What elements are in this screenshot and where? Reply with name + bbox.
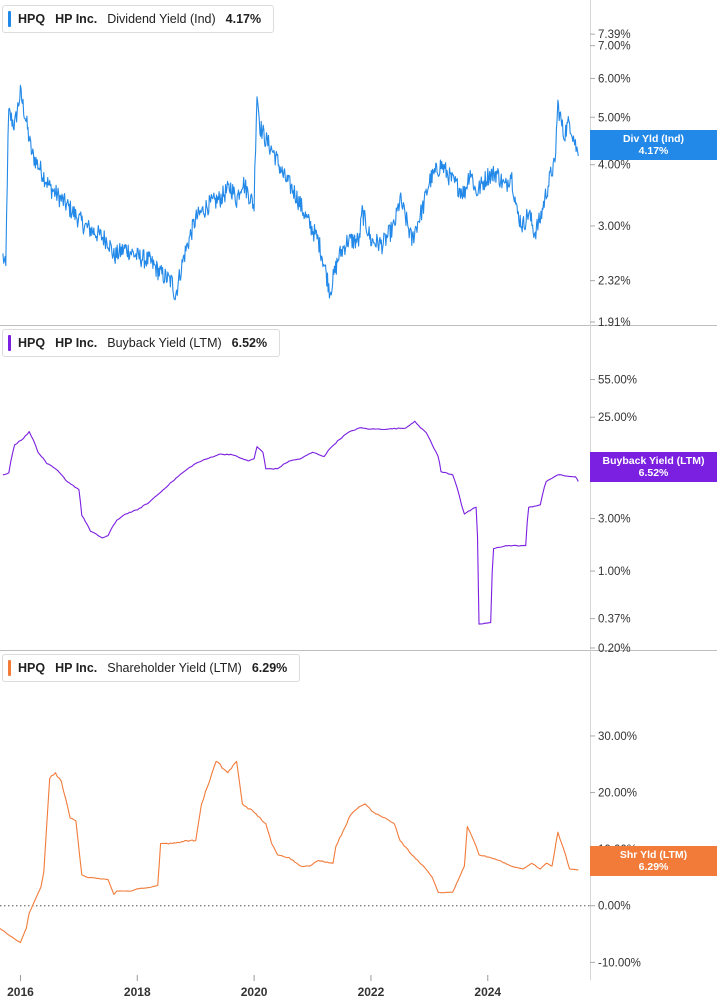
legend-shareholder[interactable]: HPQ HP Inc. Shareholder Yield (LTM) 6.29… [2,654,301,682]
legend-swatch-shareholder [8,660,11,676]
legend-ticker: HPQ [18,12,46,26]
series-line-buyback [2,420,579,625]
y-tick-label: 0.00% [598,901,631,913]
y-tick-label: 4.00% [598,160,631,172]
y-tick-label: 6.00% [598,73,631,85]
legend-ticker: HPQ [18,336,46,350]
y-tick-label: 55.00% [598,375,637,387]
y-tick-label: 0.37% [598,614,631,626]
y-tick-label: 20.00% [598,788,637,800]
x-tick-label: 2020 [241,985,268,999]
y-tick-label: 0.20% [598,643,631,655]
legend-value: 6.29% [251,661,288,675]
legend-metric: Buyback Yield (LTM) [107,336,222,350]
flag-value: 4.17% [638,145,669,157]
flag-label: Shr Yld (LTM) [619,849,688,861]
legend-company: HP Inc. [55,12,98,26]
current-value-flag-shareholder: Shr Yld (LTM) 6.29% [590,846,717,876]
legend-swatch-dividend [8,11,11,27]
legend-ticker: HPQ [18,661,46,675]
legend-value: 6.52% [231,336,268,350]
flag-label: Buyback Yield (LTM) [602,455,705,467]
y-tick-label: 1.91% [598,317,631,329]
current-value-flag-dividend: Div Yld (Ind) 4.17% [590,130,717,160]
legend-company: HP Inc. [55,661,98,675]
y-tick-label: 5.00% [598,112,631,124]
flag-label: Div Yld (Ind) [622,133,685,145]
legend-buyback[interactable]: HPQ HP Inc. Buyback Yield (LTM) 6.52% [2,329,281,357]
series-line-dividend [2,84,579,301]
x-tick-label: 2022 [358,985,385,999]
legend-swatch-buyback [8,335,11,351]
flag-value: 6.52% [638,467,669,479]
x-tick-label: 2018 [124,985,151,999]
flag-value: 6.29% [638,861,669,873]
legend-dividend[interactable]: HPQ HP Inc. Dividend Yield (Ind) 4.17% [2,5,275,33]
series-line-shareholder [0,760,579,944]
y-tick-label: 2.32% [598,276,631,288]
y-tick-label: 25.00% [598,412,637,424]
legend-value: 4.17% [225,12,262,26]
x-tick-label: 2016 [7,985,34,999]
legend-company: HP Inc. [55,336,98,350]
y-tick-label: 7.39% [598,29,631,41]
y-tick-label: 1.00% [598,566,631,578]
y-tick-label: 30.00% [598,731,637,743]
y-tick-label: 7.00% [598,41,631,53]
current-value-flag-buyback: Buyback Yield (LTM) 6.52% [590,452,717,482]
legend-metric: Dividend Yield (Ind) [107,12,216,26]
y-tick-label: 3.00% [598,514,631,526]
y-tick-label: -10.00% [598,957,641,969]
y-tick-label: 3.00% [598,221,631,233]
x-tick-label: 2024 [474,985,501,999]
legend-metric: Shareholder Yield (LTM) [107,661,242,675]
